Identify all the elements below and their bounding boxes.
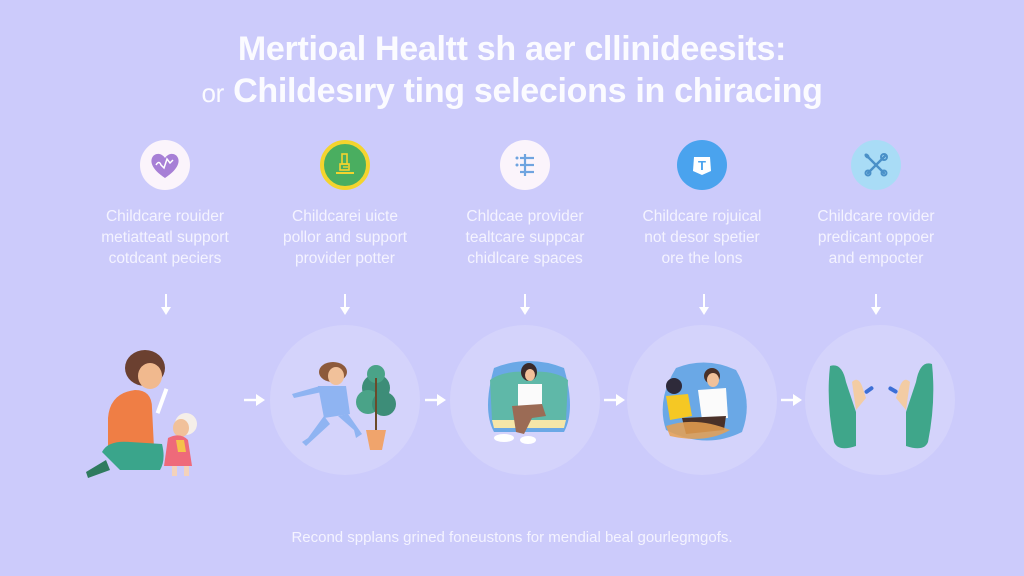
down-arrow-icon bbox=[871, 294, 881, 315]
step-4: T Childcare rojuical not desor spetier o… bbox=[612, 140, 792, 269]
caption-line: metiatteatl support bbox=[101, 229, 229, 246]
title-line-2-prefix: or bbox=[201, 78, 224, 108]
caption-line: and empocter bbox=[828, 250, 924, 267]
person-running-with-plant-illustration bbox=[292, 362, 396, 450]
down-arrow-icon bbox=[340, 294, 350, 315]
step-3-caption: Chldcae provider tealtcare suppcar chidl… bbox=[435, 206, 615, 269]
list-icon bbox=[500, 140, 550, 190]
caption-line: chidlcare spaces bbox=[467, 250, 583, 267]
right-arrow-icon bbox=[425, 394, 446, 406]
title-line-2: or Childesıry ting selecions in chiracin… bbox=[0, 70, 1024, 114]
caption-line: provider potter bbox=[295, 250, 395, 267]
shield-t-icon: T bbox=[677, 140, 727, 190]
caption-line: Childcare rovider bbox=[817, 208, 935, 225]
svg-text:T: T bbox=[698, 158, 706, 173]
step-4-caption: Childcare rojuical not desor spetier ore… bbox=[612, 206, 792, 269]
crossed-tools-icon bbox=[851, 140, 901, 190]
caption-line: Childcarei uicte bbox=[292, 208, 398, 225]
caption-line: Chldcae provider bbox=[466, 208, 584, 225]
person-in-armchair-illustration bbox=[488, 361, 570, 444]
right-arrow-icon bbox=[244, 394, 265, 406]
step-5-caption: Childcare rovider predicant oppoer and e… bbox=[786, 206, 966, 269]
caption-line: cotdcant peciers bbox=[108, 250, 222, 267]
title-line-2-text: Childesıry ting selecions in chiracing bbox=[233, 72, 823, 110]
step-2-caption: Childcarei uicte pollor and support prov… bbox=[255, 206, 435, 269]
hands-reaching-illustration bbox=[828, 363, 934, 449]
caption-line: ore the lons bbox=[661, 250, 743, 267]
right-arrow-icon bbox=[604, 394, 625, 406]
step-5: Childcare rovider predicant oppoer and e… bbox=[786, 140, 966, 269]
step-1-caption: Childcare rouider metiatteatl support co… bbox=[75, 206, 255, 269]
title-line-1: Mertioal Healtt sh aer cllinideesits: bbox=[237, 30, 787, 68]
caption-line: tealtcare suppcar bbox=[465, 229, 585, 246]
down-arrow-icon bbox=[161, 294, 171, 315]
footer-caption: Recond spplans grined foneustons for men… bbox=[291, 529, 733, 546]
caregiver-with-toddler-illustration bbox=[86, 350, 197, 478]
step-1: Childcare rouider metiatteatl support co… bbox=[75, 140, 255, 269]
caption-line: pollor and support bbox=[282, 229, 408, 246]
caption-line: Childcare rouider bbox=[105, 208, 225, 225]
caption-line: Childcare rojuical bbox=[642, 208, 762, 225]
caption-line: predicant oppoer bbox=[817, 229, 935, 246]
caption-line: not desor spetier bbox=[644, 229, 760, 246]
down-arrow-icon bbox=[520, 294, 530, 315]
page-title: Mertioal Healtt sh aer cllinideesits: or… bbox=[0, 28, 1024, 114]
microscope-icon bbox=[320, 140, 370, 190]
heart-pulse-icon bbox=[140, 140, 190, 190]
right-arrow-icon bbox=[781, 394, 802, 406]
adult-playing-with-child-illustration bbox=[662, 362, 747, 441]
down-arrow-icon bbox=[699, 294, 709, 315]
step-2: Childcarei uicte pollor and support prov… bbox=[255, 140, 435, 269]
step-3: Chldcae provider tealtcare suppcar chidl… bbox=[435, 140, 615, 269]
